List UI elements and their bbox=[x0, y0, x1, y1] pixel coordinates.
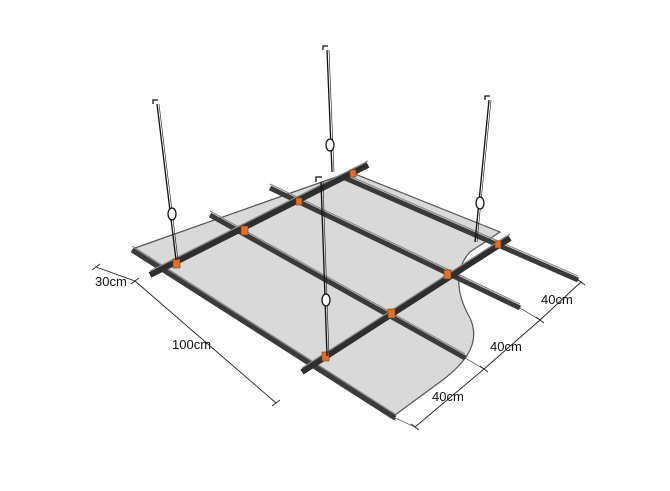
connector bbox=[494, 240, 502, 249]
label-hanger-offset: 30cm bbox=[95, 274, 127, 289]
dim-line-40cm-3 bbox=[539, 281, 582, 321]
hanger-rod-front bbox=[315, 176, 331, 357]
connector bbox=[443, 269, 452, 280]
connector bbox=[172, 258, 181, 269]
label-spacing-3: 40cm bbox=[541, 292, 573, 307]
connector bbox=[240, 225, 249, 236]
hanger-rod-back bbox=[322, 45, 335, 173]
dim-line-40cm-1 bbox=[414, 368, 485, 428]
main-rails bbox=[130, 173, 580, 421]
cross-rail-2 bbox=[300, 233, 512, 375]
label-spacing-1: 40cm bbox=[432, 389, 464, 404]
connector bbox=[387, 308, 396, 319]
main-rail-2 bbox=[208, 210, 467, 361]
hanger-rod-right bbox=[474, 95, 492, 243]
cross-rail-1 bbox=[148, 160, 370, 278]
hangers bbox=[152, 45, 492, 357]
hanger-rod-left bbox=[152, 99, 179, 261]
dim-line-100cm bbox=[134, 280, 277, 404]
cross-rails bbox=[148, 160, 512, 375]
dim-line-40cm-2 bbox=[483, 319, 541, 370]
main-rail-4 bbox=[343, 173, 580, 283]
dimension-lines bbox=[91, 263, 586, 431]
label-spacing-2: 40cm bbox=[490, 339, 522, 354]
connector bbox=[349, 169, 357, 178]
connector bbox=[295, 197, 303, 206]
label-span-length: 100cm bbox=[172, 337, 211, 352]
main-rail-3 bbox=[268, 183, 522, 311]
connector bbox=[321, 351, 330, 362]
main-rail-1 bbox=[130, 245, 397, 421]
dim-line-30cm bbox=[95, 266, 136, 282]
